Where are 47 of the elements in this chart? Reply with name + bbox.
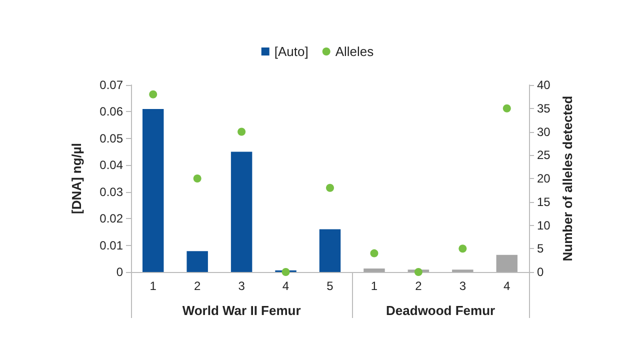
point <box>414 268 422 276</box>
y2-tick-label: 25 <box>537 148 551 162</box>
x-tick-label: 2 <box>415 279 422 293</box>
bar <box>230 152 252 272</box>
text: Deadwood Femur <box>386 303 496 318</box>
y2-tick-label: 5 <box>537 242 544 256</box>
bar <box>142 109 164 272</box>
bar <box>319 229 341 272</box>
y-tick-label: 0.02 <box>100 212 124 226</box>
legend-label: Alleles <box>335 44 374 59</box>
x-tick-label: 4 <box>282 279 290 293</box>
bar <box>364 268 385 272</box>
point <box>326 184 334 192</box>
bar <box>496 254 518 272</box>
point <box>193 174 202 182</box>
point <box>458 244 467 253</box>
y-tick-label: 0.01 <box>100 238 124 252</box>
y2-tick-label: 15 <box>537 194 551 209</box>
y2-tick-label: 10 <box>537 218 551 232</box>
point <box>370 249 378 258</box>
y2-axis-title: Number of alleles detected <box>560 96 576 262</box>
y-axis-title: [DNA] ng/µl <box>69 142 84 214</box>
y-tick-label: 0.07 <box>100 78 124 92</box>
y-tick-label: 0 <box>116 265 124 279</box>
x-tick-label: 4 <box>504 279 511 293</box>
y-tick-label: 0.03 <box>100 184 124 199</box>
x-tick-label: 3 <box>459 279 466 293</box>
legend-label: [Auto] <box>274 44 308 59</box>
y-tick-label: 0.06 <box>100 104 124 119</box>
x-tick-label: 3 <box>238 279 246 293</box>
point <box>502 104 511 112</box>
point <box>282 268 290 276</box>
point <box>149 90 158 98</box>
y2-tick-label: 30 <box>537 124 551 139</box>
x-tick-label: 5 <box>326 279 334 293</box>
text: World War II Femur <box>182 303 301 318</box>
y2-tick-label: 35 <box>537 101 551 116</box>
bar <box>186 251 208 272</box>
x-tick-label: 2 <box>194 279 201 293</box>
y2-tick-label: 40 <box>537 78 551 92</box>
y-tick-label: 0.04 <box>100 158 124 172</box>
x-tick-label: 1 <box>370 279 378 293</box>
y-tick-label: 0.05 <box>100 131 124 146</box>
y2-tick-label: 20 <box>537 172 551 186</box>
point <box>238 128 246 136</box>
x-tick-label: 1 <box>150 279 157 293</box>
y2-tick-label: 0 <box>537 265 544 279</box>
